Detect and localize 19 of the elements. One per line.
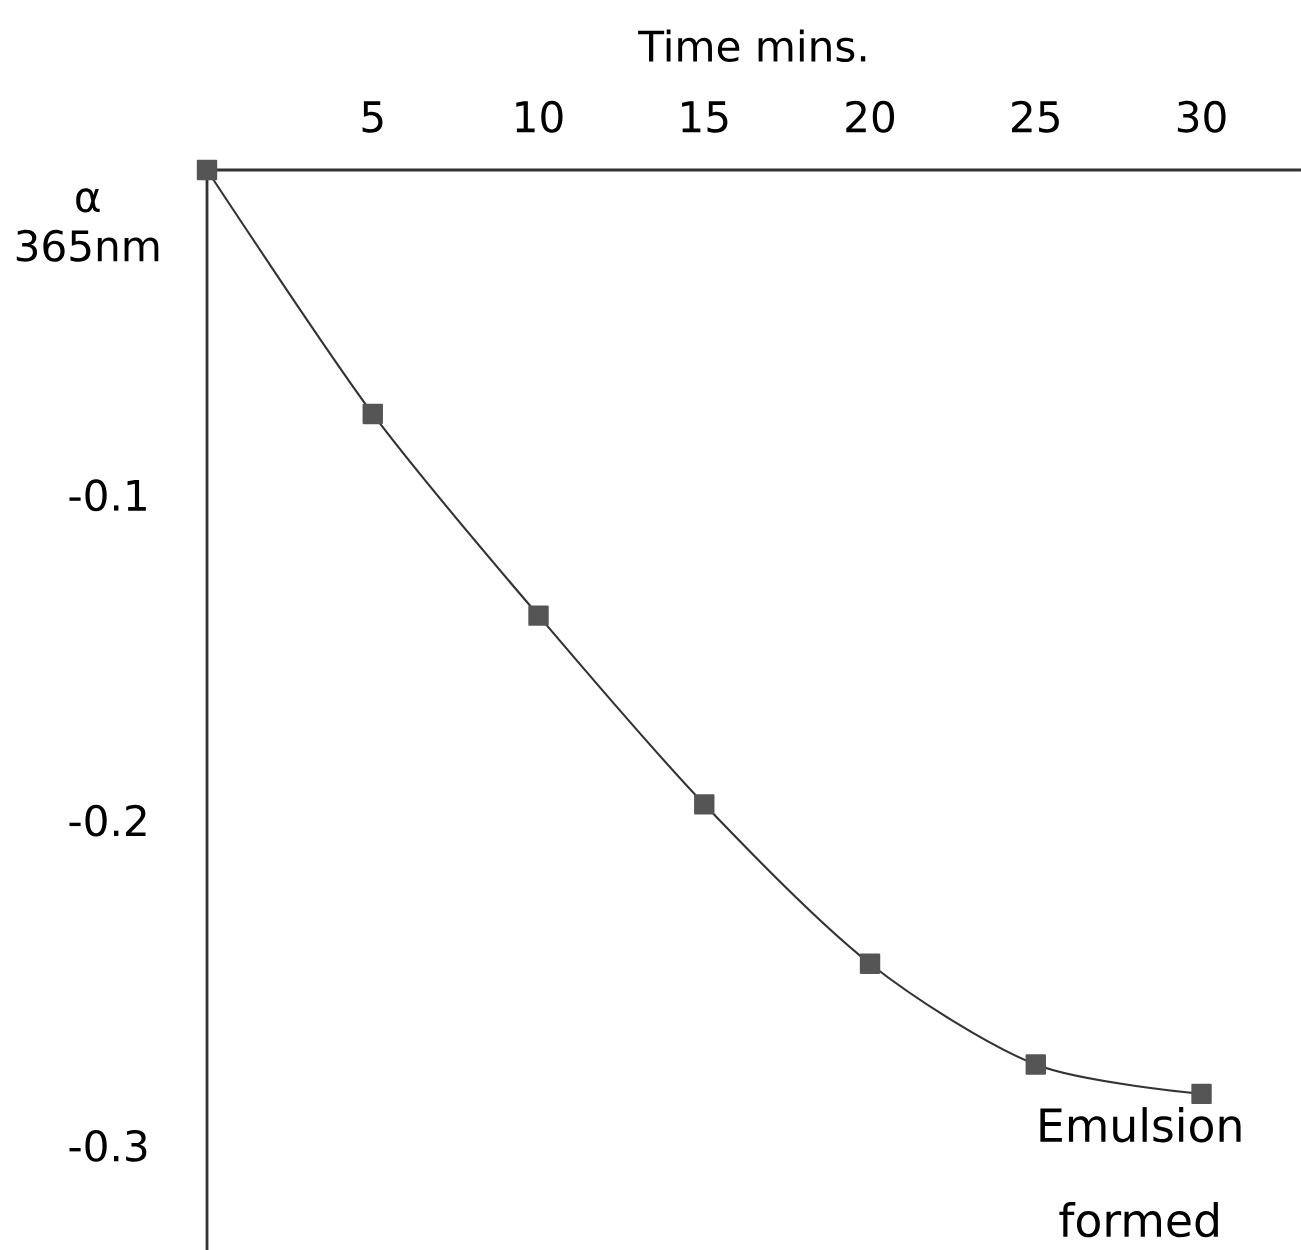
point	[1025, 1054, 1046, 1075]
text: Emulsion formed	[1040, 1107, 1241, 1238]
x-tick-label: 15	[682, 101, 728, 133]
x-tick-label: 25	[1012, 100, 1059, 133]
point	[528, 605, 549, 626]
x-tick-label: 10	[516, 100, 563, 133]
x-axis-title: Time mins.	[638, 29, 866, 63]
y-tick-label: -0.2	[69, 804, 146, 837]
point	[694, 794, 715, 815]
x-tick-label: 20	[846, 100, 895, 133]
point	[362, 403, 383, 425]
y-tick-label: -0.1	[69, 479, 146, 512]
point	[1191, 1083, 1212, 1105]
x-tick-label: 5	[362, 101, 383, 133]
point	[859, 953, 881, 974]
point	[196, 159, 218, 181]
x-tick-label: 30	[1177, 100, 1226, 133]
y-tick-label: -0.3	[69, 1129, 147, 1162]
y-axis-title: α 365nm	[16, 188, 159, 262]
